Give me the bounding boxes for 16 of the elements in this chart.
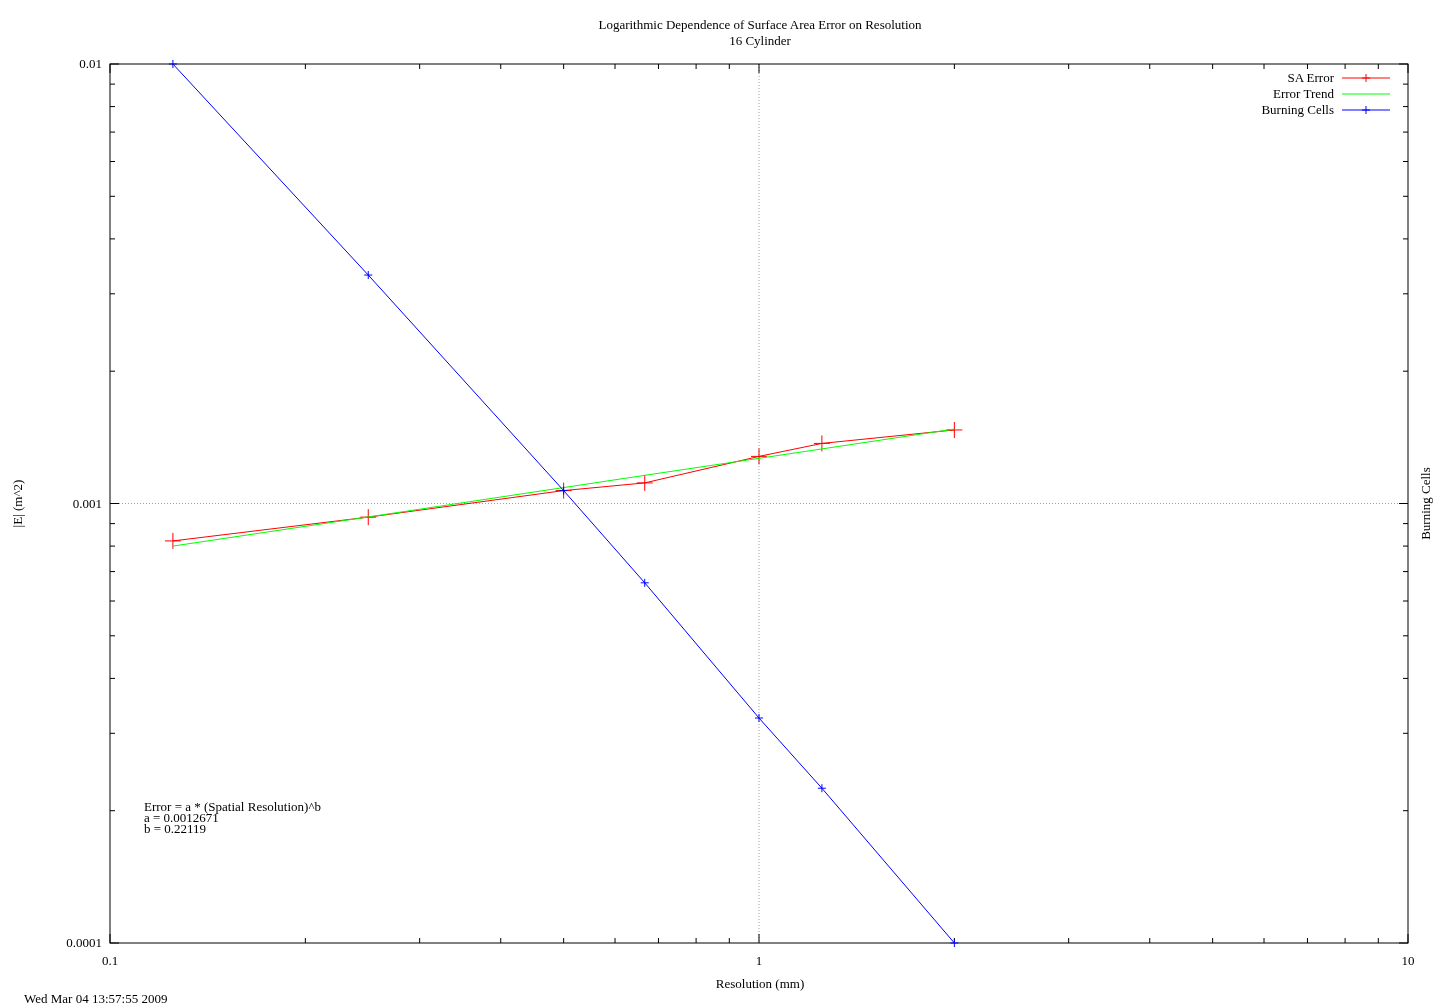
y-axis-title: |E| (m^2) xyxy=(10,479,25,528)
y-tick-label: 0.01 xyxy=(79,56,102,71)
legend-label: SA Error xyxy=(1287,70,1335,85)
text: Wed Mar 04 13:57:55 2009 xyxy=(24,991,168,1006)
y2-axis-title: Burning Cells xyxy=(1418,467,1433,540)
legend-label: Error Trend xyxy=(1272,86,1335,101)
x-tick-label: 1 xyxy=(755,953,763,968)
chart-subtitle: 16 Cylinder xyxy=(729,33,792,48)
y-tick-label: 0.0001 xyxy=(66,935,102,950)
x-axis-title: Resolution (mm) xyxy=(715,976,805,991)
legend-label: Burning Cells xyxy=(1261,102,1334,117)
x-tick-label: 0.1 xyxy=(101,953,119,968)
x-tick-label: 10 xyxy=(1401,953,1415,968)
annotation: b = 0.22119 xyxy=(144,821,207,836)
chart-title: Logarithmic Dependence of Surface Area Error on Resolution xyxy=(598,17,923,32)
y-tick-label: 0.001 xyxy=(72,495,102,511)
